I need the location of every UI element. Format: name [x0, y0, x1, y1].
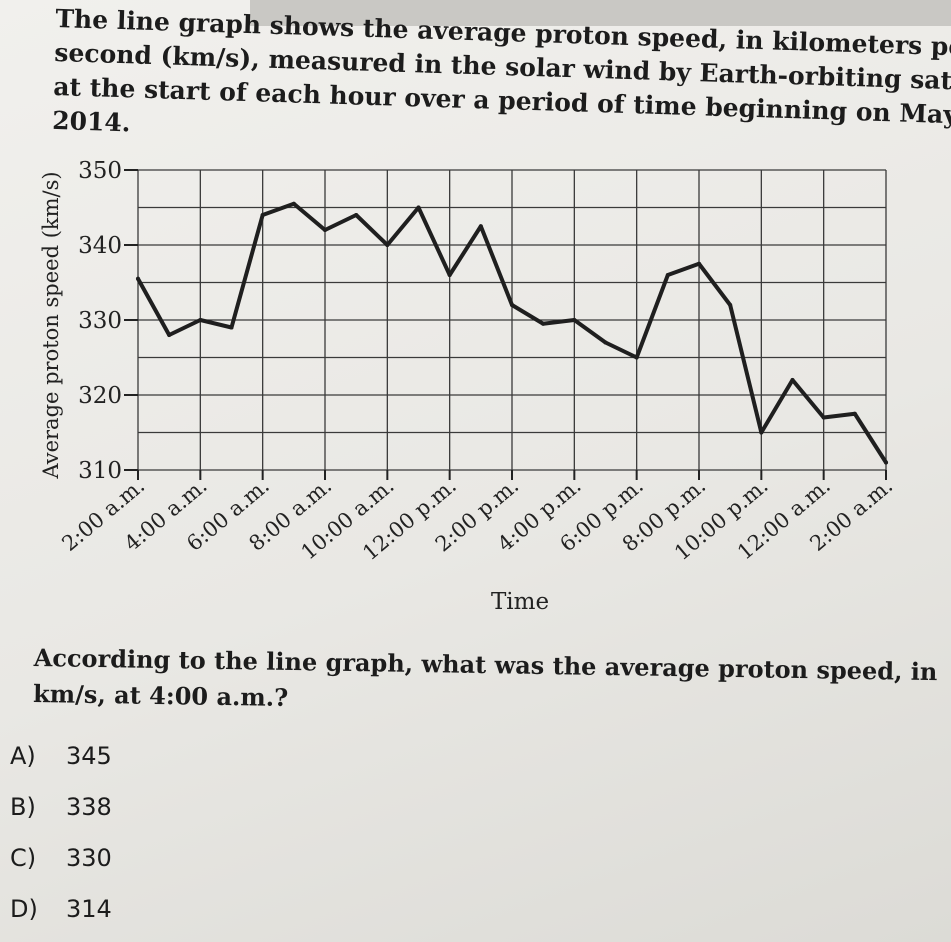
- data-point: [478, 224, 483, 229]
- y-tick-label: 320: [78, 383, 122, 409]
- choice-letter: C): [10, 843, 37, 872]
- data-point: [665, 273, 670, 277]
- choice-text: 338: [66, 792, 112, 821]
- data-point: [416, 205, 421, 210]
- question-text: According to the line graph, what was th…: [33, 640, 938, 725]
- data-point: [136, 276, 140, 281]
- chart-grid: [137, 169, 887, 471]
- data-point: [354, 213, 359, 217]
- choice-b[interactable]: B) 338: [10, 781, 112, 832]
- choice-a[interactable]: A) 345: [10, 730, 112, 781]
- data-point: [167, 333, 172, 337]
- data-point: [541, 321, 546, 326]
- line-chart: 310 320 330 340 350 2:00 a.m.4:00 a.m.6:00 a…: [39, 158, 897, 615]
- x-axis-label: Time: [491, 589, 549, 615]
- y-tick-label: 310: [78, 458, 122, 484]
- y-axis-label: Average proton speed (km/s): [39, 171, 63, 479]
- page-top-band: [250, 0, 951, 26]
- data-point: [510, 303, 514, 307]
- data-point: [447, 273, 452, 277]
- data-point: [572, 318, 577, 322]
- data-point: [229, 325, 234, 330]
- data-point: [884, 460, 888, 465]
- data-point: [291, 201, 296, 206]
- choice-text: 330: [66, 843, 112, 872]
- choice-text: 345: [66, 741, 112, 770]
- data-point: [790, 378, 795, 382]
- data-point: [759, 430, 764, 435]
- choice-letter: D): [10, 894, 38, 923]
- choice-letter: A): [10, 741, 36, 770]
- data-point: [634, 355, 639, 360]
- data-point: [323, 228, 327, 232]
- choice-c[interactable]: C) 330: [10, 832, 112, 883]
- data-point: [697, 261, 701, 266]
- data-point: [852, 411, 857, 416]
- data-point: [821, 415, 826, 420]
- choice-text: 314: [66, 894, 112, 923]
- choice-letter: B): [10, 792, 36, 821]
- y-tick-label: 340: [78, 233, 122, 259]
- y-axis-ticks: 310 320 330 340 350: [78, 158, 138, 484]
- y-tick-label: 330: [78, 308, 122, 334]
- data-point: [603, 340, 608, 345]
- series-points: [136, 201, 888, 465]
- data-point: [260, 213, 265, 217]
- answer-choices: A) 345 B) 338 C) 330 D) 314: [10, 730, 112, 934]
- x-axis-ticks: 2:00 a.m.4:00 a.m.6:00 a.m.8:00 a.m.10:0…: [57, 470, 897, 565]
- y-tick-label: 350: [78, 158, 122, 184]
- data-point: [385, 243, 390, 247]
- data-point: [728, 303, 733, 307]
- data-point: [198, 318, 203, 322]
- choice-d[interactable]: D) 314: [10, 883, 112, 934]
